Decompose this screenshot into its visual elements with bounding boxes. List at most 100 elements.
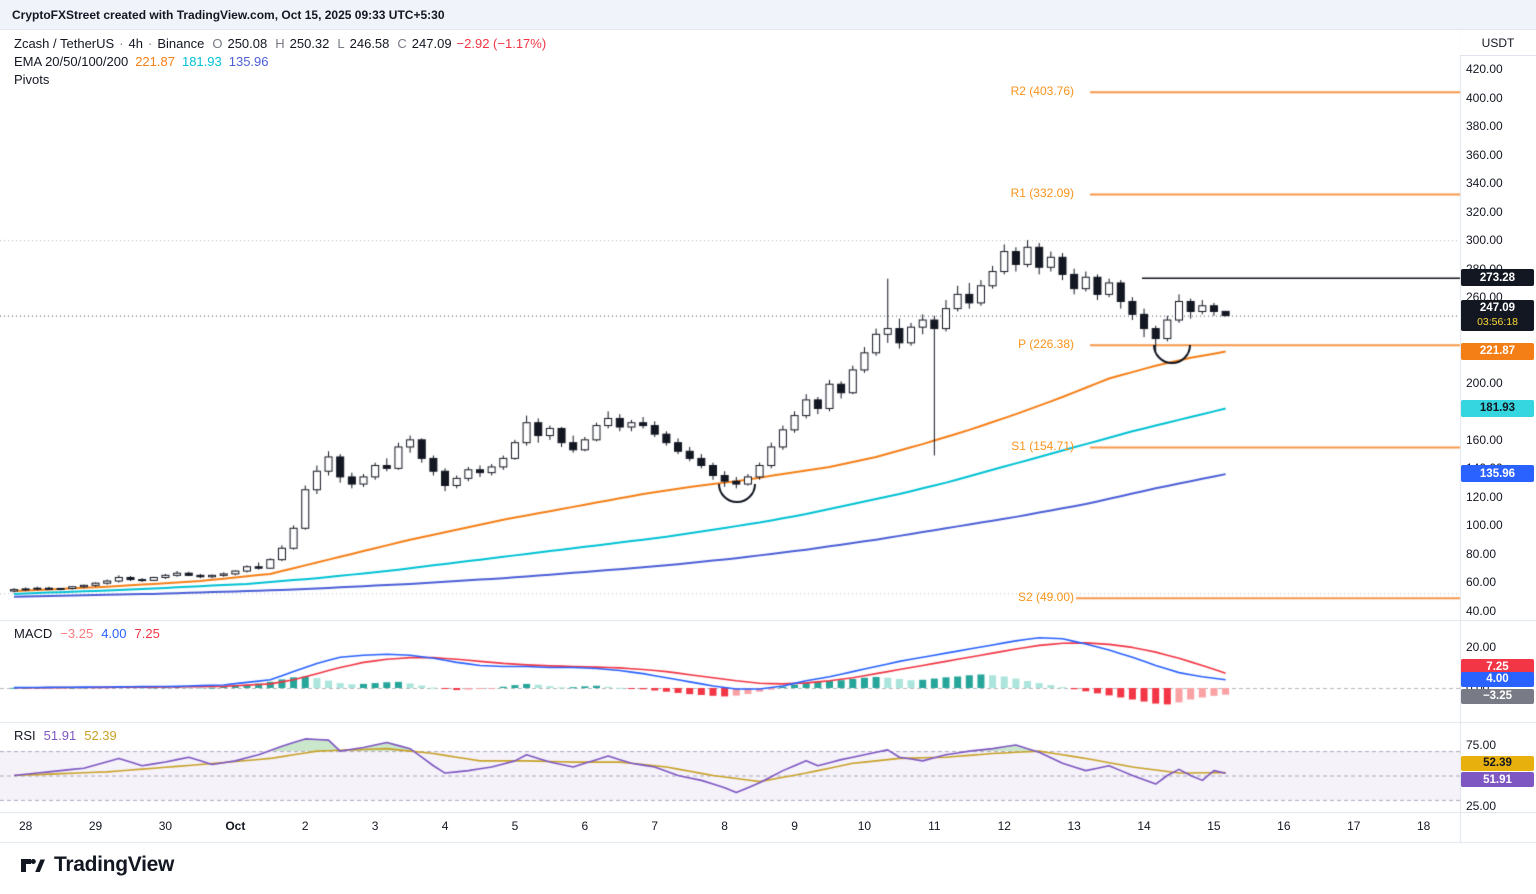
time-axis-tick-14: 14: [1137, 819, 1151, 833]
open-value: 250.08: [227, 36, 268, 51]
pivot-label-r2: R2 (403.76): [1010, 84, 1074, 99]
symbol-row: Zcash / TetherUS · 4h · Binance O 250.08 …: [14, 35, 546, 52]
tradingview-logo-icon: [21, 859, 45, 872]
high-value: 250.32: [289, 36, 330, 51]
pivots-label: Pivots: [14, 72, 50, 87]
macd-axis-badge-−3.25: −3.25: [1461, 688, 1534, 704]
badge-price-value: 273.28: [1479, 271, 1516, 284]
time-axis-tick-28: 28: [18, 819, 33, 833]
price-axis-tick: 100.00: [1466, 518, 1503, 533]
price-axis-tick: 320.00: [1466, 204, 1503, 219]
time-axis-tick-6: 6: [581, 819, 589, 833]
macd-axis-badge-4.00: 4.00: [1461, 671, 1534, 687]
time-axis-tick-12: 12: [997, 819, 1011, 833]
price-axis-tick: 40.00: [1466, 604, 1497, 618]
chart-legend: Zcash / TetherUS · 4h · Binance O 250.08 …: [14, 35, 546, 88]
pivots-indicator-row: Pivots: [14, 71, 546, 88]
price-axis-tick: 300.00: [1466, 233, 1503, 248]
attribution-bar: CryptoFXStreet created with TradingView.…: [0, 0, 1536, 30]
time-axis-tick-17: 17: [1347, 819, 1361, 833]
price-axis-tick: 420.00: [1466, 62, 1503, 76]
badge-price-value: 135.96: [1479, 467, 1516, 480]
price-axis-badge-221.87: 221.87: [1461, 342, 1534, 360]
ema-value-50: 221.87: [135, 54, 175, 69]
macd-axis-tick: 20.00: [1466, 640, 1497, 654]
open-letter: O: [212, 36, 223, 51]
price-axis-badge-247.09: 247.09 03:56:18: [1461, 299, 1534, 331]
price-axis-tick: 340.00: [1466, 176, 1503, 191]
macd-axis-badge-7.25: 7.25: [1461, 659, 1534, 675]
price-axis-tick: 60.00: [1466, 575, 1497, 590]
interval-label: 4h: [128, 36, 144, 51]
time-axis-tick-5: 5: [511, 819, 519, 833]
rsi-value: 51.91: [43, 728, 77, 743]
separator-dot: ·: [148, 36, 153, 51]
currency-toggle-usdt[interactable]: USDT: [1460, 30, 1536, 56]
badge-price-value: 221.87: [1479, 345, 1516, 358]
price-axis-badge-273.28: 273.28: [1461, 269, 1534, 287]
time-axis-tick-4: 4: [441, 819, 449, 833]
close-letter: C: [397, 36, 407, 51]
price-axis-tick: 360.00: [1466, 147, 1503, 162]
time-axis-tick-29: 29: [88, 819, 103, 833]
time-axis-tick-3: 3: [371, 819, 379, 833]
rsi-axis-tick: 25.00: [1466, 799, 1497, 813]
badge-price-value: 181.93: [1479, 402, 1516, 415]
rsi-ma-value: 52.39: [84, 728, 117, 743]
exchange-label: Binance: [157, 36, 205, 51]
time-axis-tick-2: 2: [301, 819, 309, 833]
low-letter: L: [337, 36, 345, 51]
ema-indicator-row: EMA 20/50/100/200 221.87 181.93 135.96: [14, 53, 546, 70]
time-axis-tick-15: 15: [1207, 819, 1221, 833]
time-axis-tick-18: 18: [1416, 819, 1431, 833]
badge-countdown: 03:56:18: [1477, 316, 1518, 329]
time-axis-tick-8: 8: [721, 819, 728, 833]
badge-price-value: 247.09: [1479, 302, 1516, 315]
time-axis-tick-16: 16: [1277, 819, 1291, 833]
rsi-legend-row: RSI 51.91 52.39: [14, 728, 117, 743]
rsi-axis-badge-51.91: 51.91: [1461, 772, 1534, 788]
price-axis-badge-135.96: 135.96: [1461, 465, 1534, 483]
time-axis-tick-11: 11: [928, 819, 941, 833]
tradingview-logo-text: TradingView: [54, 853, 175, 876]
tradingview-logo[interactable]: TradingView: [18, 851, 174, 879]
separator-dot: ·: [119, 36, 124, 51]
time-axis-tick-10: 10: [857, 819, 872, 833]
macd-hist-value: −3.25: [60, 626, 94, 641]
price-axis-tick: 400.00: [1466, 90, 1503, 105]
time-axis-tick-9: 9: [791, 819, 798, 833]
time-axis-tick-13: 13: [1067, 819, 1081, 833]
price-axis-tick: 80.00: [1466, 546, 1497, 561]
ema-value-100: 181.93: [181, 54, 222, 69]
macd-label: MACD: [14, 626, 53, 641]
macd-line-value: 4.00: [101, 626, 127, 641]
pivot-label-p: P (226.38): [1018, 337, 1074, 352]
price-axis-badge-181.93: 181.93: [1461, 399, 1534, 417]
pivot-label-s1: S1 (154.71): [1011, 439, 1074, 454]
high-letter: H: [275, 36, 285, 51]
ema-value-200: 135.96: [228, 54, 269, 69]
rsi-axis-tick: 75.00: [1466, 738, 1497, 752]
price-axis-tick: 120.00: [1466, 489, 1503, 504]
price-axis-tick: 380.00: [1466, 119, 1503, 134]
price-axis-tick: 160.00: [1466, 432, 1503, 447]
pivot-label-r1: R1 (332.09): [1010, 186, 1074, 201]
macd-legend-row: MACD −3.25 4.00 7.25: [14, 626, 160, 641]
ema-label: EMA 20/50/100/200: [14, 54, 129, 69]
low-value: 246.58: [349, 36, 390, 51]
pivot-label-s2: S2 (49.00): [1017, 590, 1074, 605]
attribution-text: CryptoFXStreet created with TradingView.…: [12, 7, 445, 22]
rsi-axis-badge-52.39: 52.39: [1461, 755, 1534, 771]
price-axis-tick: 200.00: [1466, 375, 1503, 390]
time-axis-tick-7: 7: [651, 819, 659, 833]
change-value: −2.92 (−1.17%): [456, 36, 547, 51]
time-axis-tick-oct: Oct: [225, 819, 246, 833]
close-value: 247.09: [411, 36, 452, 51]
symbol-title: Zcash / TetherUS: [14, 36, 115, 51]
rsi-label: RSI: [14, 728, 36, 743]
macd-signal-value: 7.25: [134, 626, 160, 641]
time-axis-tick-30: 30: [158, 819, 173, 833]
